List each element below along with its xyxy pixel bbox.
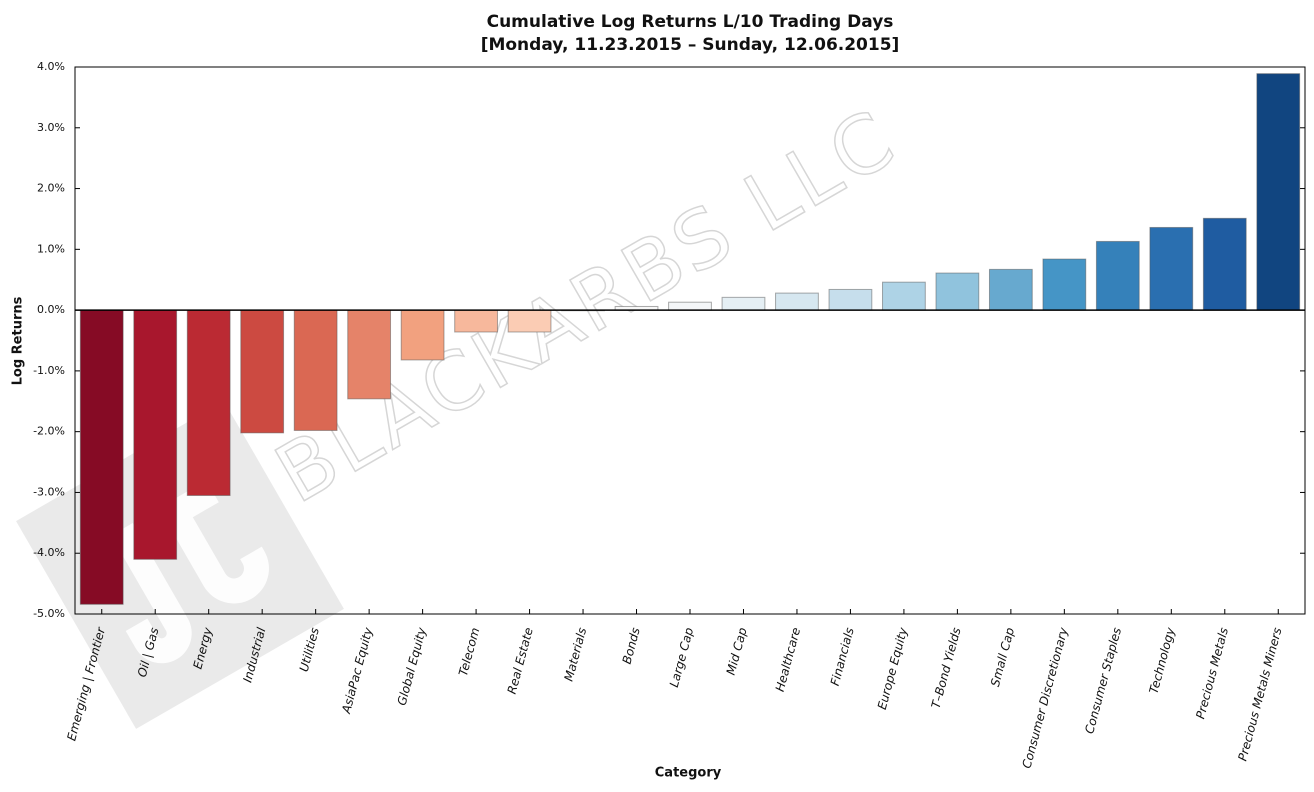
bar (828, 288, 873, 311)
bar (1256, 73, 1301, 311)
y-tick-label: 2.0% (37, 182, 65, 195)
bar (454, 309, 498, 333)
x-tick-label: Precious Metals (1193, 626, 1231, 720)
y-tick-label: -4.0% (33, 546, 65, 559)
bar (1202, 217, 1247, 311)
bar (240, 309, 285, 434)
x-tick-label: Real Estate (505, 626, 536, 696)
x-tick-label: Financials (828, 626, 857, 687)
x-tick-label: Precious Metals Miners (1235, 626, 1284, 762)
x-tick-label: Bonds (620, 626, 643, 665)
bar (293, 309, 338, 431)
bar (507, 309, 552, 333)
bar (186, 309, 231, 496)
x-tick-label: Healthcare (773, 626, 804, 693)
chart-title: Cumulative Log Returns L/10 Trading Days (487, 12, 894, 32)
bar (988, 268, 1033, 311)
x-tick-label: Large Cap (667, 626, 696, 689)
y-tick-label: 1.0% (37, 242, 65, 255)
bar (1042, 258, 1087, 311)
bar (400, 309, 445, 361)
x-tick-label: Consumer Staples (1082, 626, 1124, 735)
x-tick-label: Global Equity (395, 625, 429, 707)
bar (1149, 226, 1194, 311)
x-tick-label: Telecom (456, 626, 482, 678)
bar (721, 296, 766, 311)
chart-subtitle: [Monday, 11.23.2015 – Sunday, 12.06.2015… (481, 35, 900, 55)
x-tick-label: Materials (562, 626, 590, 683)
x-tick-label: T–Bond Yields (929, 626, 964, 710)
bar (935, 272, 980, 311)
y-tick-label: -2.0% (33, 425, 65, 438)
y-axis-label: Log Returns (11, 296, 26, 385)
x-tick-label: Europe Equity (875, 625, 911, 711)
bar (347, 309, 392, 400)
bar (668, 301, 712, 311)
x-tick-label: AsiaPac Equity (339, 625, 376, 716)
x-tick-label: Technology (1147, 625, 1178, 695)
y-tick-label: -5.0% (33, 607, 65, 620)
x-axis-label: Category (655, 766, 722, 781)
bar (1095, 240, 1140, 311)
y-tick-label: -3.0% (33, 485, 65, 498)
y-tick-label: 3.0% (37, 121, 65, 134)
y-tick-label: 0.0% (37, 303, 65, 316)
y-tick-label: -1.0% (33, 364, 65, 377)
bar (133, 309, 178, 560)
bar (775, 292, 819, 311)
x-tick-label: Consumer Discretionary (1020, 625, 1071, 770)
x-tick-label: Small Cap (988, 626, 1017, 688)
y-tick-label: 4.0% (37, 60, 65, 73)
bar (79, 309, 124, 605)
x-tick-label: Mid Cap (724, 626, 750, 677)
bar (882, 281, 926, 311)
